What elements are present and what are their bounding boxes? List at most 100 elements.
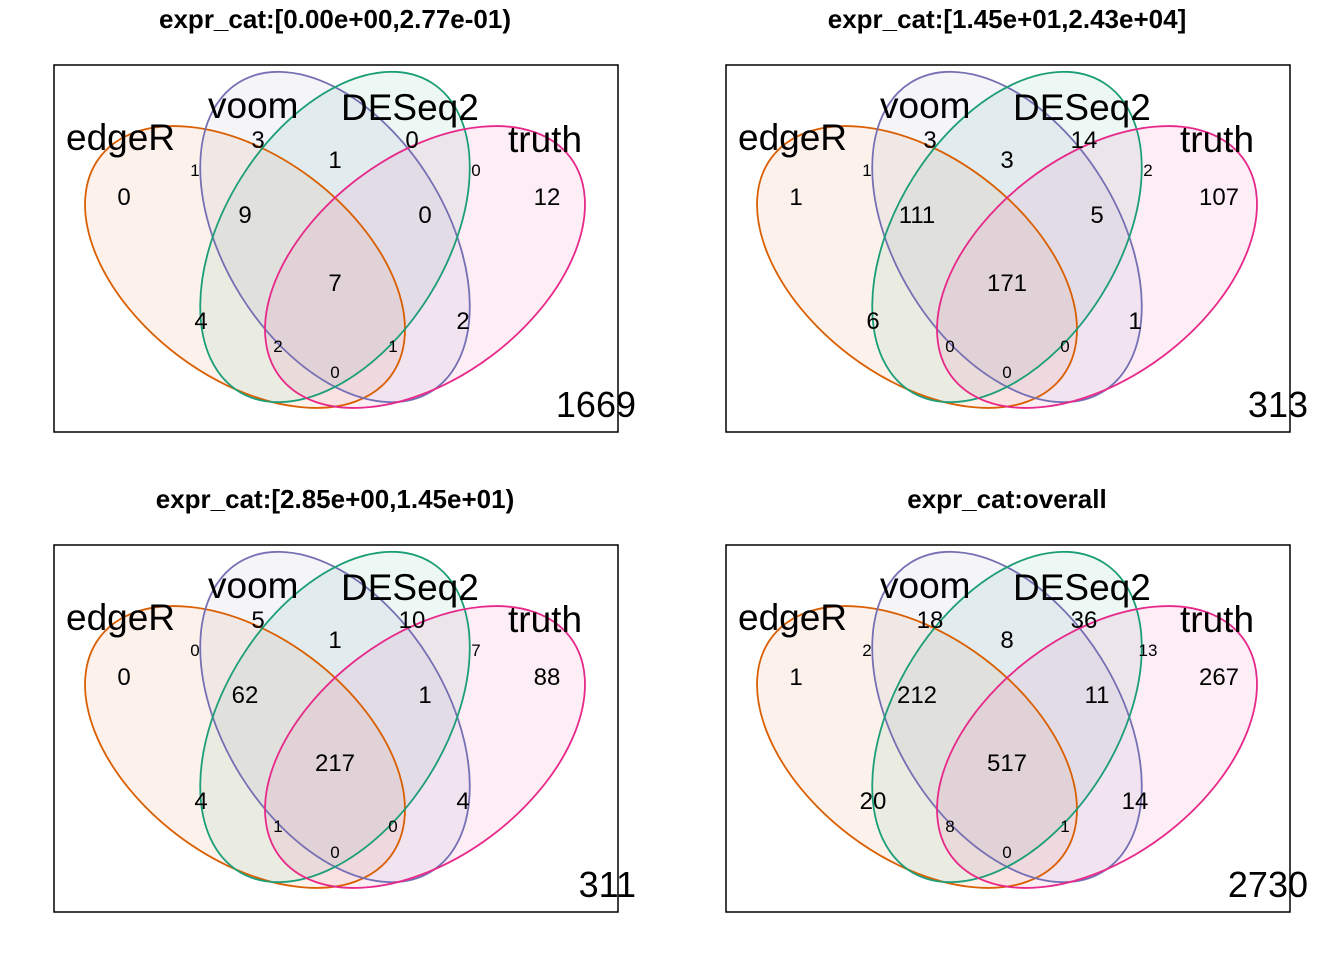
ellipse-deseq2 bbox=[871, 550, 1143, 884]
count-edgeR-deseq2: 20 bbox=[860, 788, 887, 815]
ellipse-fill-voom bbox=[200, 71, 470, 403]
set-label-edger: edgeR bbox=[66, 117, 175, 158]
set-label-voom: voom bbox=[880, 565, 970, 606]
ellipse-fill-truth bbox=[937, 606, 1257, 888]
ellipse-deseq2 bbox=[871, 70, 1143, 404]
set-label-truth: truth bbox=[508, 119, 582, 160]
count-edgeR-deseq2-truth: 8 bbox=[945, 817, 954, 836]
count-edgeR-only: 1 bbox=[789, 664, 802, 691]
count-all: 171 bbox=[987, 270, 1027, 297]
ellipse-edger bbox=[84, 125, 406, 409]
count-voom-truth: 14 bbox=[1122, 788, 1149, 815]
set-label-edger: edgeR bbox=[66, 597, 175, 638]
set-label-voom: voom bbox=[208, 565, 298, 606]
panel-title: expr_cat:[1.45e+01,2.43e+04] bbox=[828, 4, 1187, 34]
ellipse-fill-voom bbox=[872, 551, 1142, 883]
set-label-edger: edgeR bbox=[738, 117, 847, 158]
set-label-voom: voom bbox=[880, 85, 970, 126]
count-voom-deseq2-truth: 5 bbox=[1090, 202, 1103, 229]
ellipse-truth bbox=[264, 125, 586, 409]
count-edgeR-voom: 1 bbox=[190, 161, 199, 180]
count-voom-truth: 4 bbox=[456, 788, 469, 815]
count-edgeR-voom-deseq2: 9 bbox=[238, 202, 251, 229]
venn-panel-2: expr_cat:[1.45e+01,2.43e+04] edgeR voom DES… bbox=[725, 4, 1308, 433]
count-voom-only: 5 bbox=[251, 607, 264, 634]
count-deseq2-truth: 0 bbox=[471, 161, 480, 180]
ellipse-fill-edger bbox=[757, 606, 1077, 888]
panel-frame bbox=[725, 64, 1291, 433]
panel-frame bbox=[53, 64, 619, 433]
count-edgeR-deseq2-truth: 2 bbox=[273, 337, 282, 356]
count-voom-only: 3 bbox=[923, 127, 936, 154]
count-voom-deseq2-truth: 11 bbox=[1085, 682, 1110, 709]
set-label-deseq2: DESeq2 bbox=[1013, 87, 1151, 128]
ellipse-fill-voom bbox=[200, 551, 470, 883]
count-edgeR-voom-truth: 0 bbox=[1060, 337, 1069, 356]
count-outside: 2730 bbox=[1228, 864, 1308, 905]
count-edgeR-voom: 1 bbox=[862, 161, 871, 180]
ellipse-fill-voom bbox=[872, 71, 1142, 403]
ellipse-truth bbox=[264, 605, 586, 889]
set-label-voom: voom bbox=[208, 85, 298, 126]
ellipse-fill-edger bbox=[85, 606, 405, 888]
count-truth-only: 107 bbox=[1199, 184, 1239, 211]
ellipse-deseq2 bbox=[199, 70, 471, 404]
count-voom-deseq2: 8 bbox=[1000, 627, 1013, 654]
count-voom-truth: 1 bbox=[1128, 308, 1141, 335]
count-edgeR-truth: 0 bbox=[330, 843, 339, 862]
count-edgeR-deseq2-truth: 0 bbox=[945, 337, 954, 356]
count-outside: 1669 bbox=[556, 384, 636, 425]
count-voom-truth: 2 bbox=[456, 308, 469, 335]
count-edgeR-only: 0 bbox=[117, 664, 130, 691]
count-edgeR-deseq2: 6 bbox=[866, 308, 879, 335]
set-label-truth: truth bbox=[508, 599, 582, 640]
count-edgeR-truth: 0 bbox=[1002, 363, 1011, 382]
set-label-deseq2: DESeq2 bbox=[341, 87, 479, 128]
count-voom-only: 18 bbox=[917, 607, 944, 634]
count-edgeR-only: 1 bbox=[789, 184, 802, 211]
count-outside: 311 bbox=[579, 864, 636, 905]
count-all: 7 bbox=[328, 270, 341, 297]
count-truth-only: 88 bbox=[534, 664, 561, 691]
panel-frame bbox=[53, 544, 619, 913]
count-edgeR-voom-deseq2: 62 bbox=[232, 682, 259, 709]
panel-title: expr_cat:[0.00e+00,2.77e-01) bbox=[159, 4, 511, 34]
count-edgeR-deseq2: 4 bbox=[194, 308, 207, 335]
count-truth-only: 12 bbox=[534, 184, 561, 211]
panel-title: expr_cat:overall bbox=[907, 484, 1106, 514]
set-label-deseq2: DESeq2 bbox=[1013, 567, 1151, 608]
count-all: 217 bbox=[315, 750, 355, 777]
count-voom-deseq2: 1 bbox=[328, 627, 341, 654]
count-deseq2-truth: 2 bbox=[1143, 161, 1152, 180]
count-outside: 313 bbox=[1248, 384, 1308, 425]
venn-panel-3: expr_cat:[2.85e+00,1.45e+01) edgeR voom DES… bbox=[53, 484, 636, 913]
count-voom-deseq2: 1 bbox=[328, 147, 341, 174]
ellipse-truth bbox=[936, 605, 1258, 889]
set-label-truth: truth bbox=[1180, 119, 1254, 160]
count-edgeR-voom: 2 bbox=[862, 641, 871, 660]
count-deseq2-only: 0 bbox=[405, 127, 418, 154]
count-voom-deseq2: 3 bbox=[1000, 147, 1013, 174]
ellipse-fill-edger bbox=[85, 126, 405, 408]
count-edgeR-voom-truth: 1 bbox=[388, 337, 397, 356]
ellipse-edger bbox=[756, 605, 1078, 889]
set-label-truth: truth bbox=[1180, 599, 1254, 640]
count-edgeR-voom-deseq2: 111 bbox=[899, 202, 935, 229]
count-deseq2-only: 10 bbox=[399, 607, 426, 634]
count-deseq2-truth: 7 bbox=[471, 641, 480, 660]
ellipse-fill-deseq2 bbox=[200, 71, 470, 403]
ellipse-fill-deseq2 bbox=[872, 551, 1142, 883]
venn-panel-1: expr_cat:[0.00e+00,2.77e-01) edgeR voom DES… bbox=[53, 4, 636, 433]
count-edgeR-truth: 0 bbox=[330, 363, 339, 382]
ellipse-fill-truth bbox=[265, 606, 585, 888]
set-label-deseq2: DESeq2 bbox=[341, 567, 479, 608]
panel-frame bbox=[725, 544, 1291, 913]
count-edgeR-only: 0 bbox=[117, 184, 130, 211]
ellipse-fill-truth bbox=[265, 126, 585, 408]
count-edgeR-voom-truth: 0 bbox=[388, 817, 397, 836]
count-truth-only: 267 bbox=[1199, 664, 1239, 691]
ellipse-fill-deseq2 bbox=[872, 71, 1142, 403]
panel-title: expr_cat:[2.85e+00,1.45e+01) bbox=[156, 484, 515, 514]
